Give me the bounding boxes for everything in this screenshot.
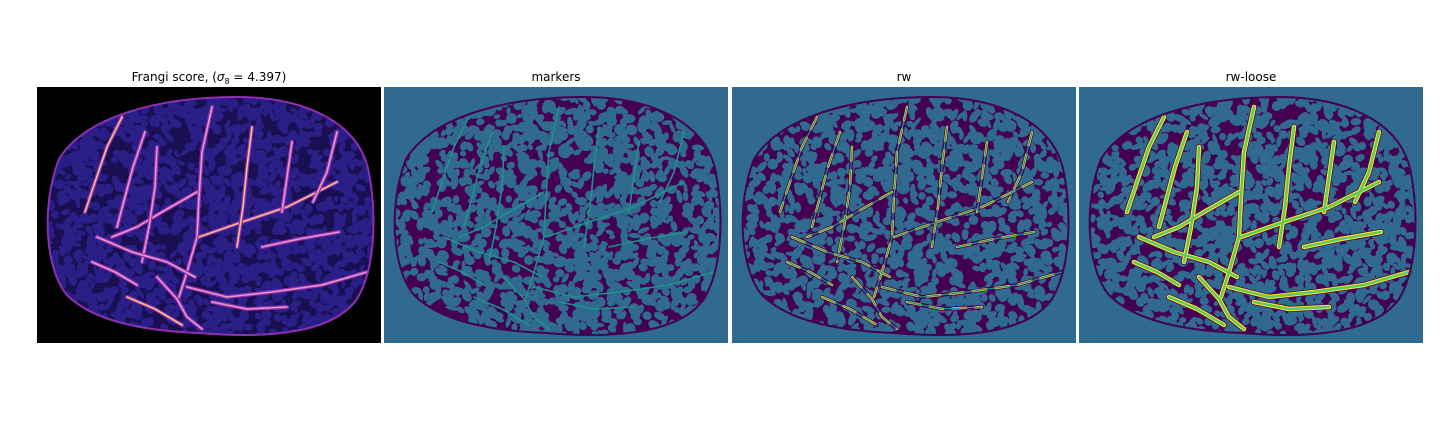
frangi-image <box>37 87 381 343</box>
rw-loose-image <box>1079 87 1423 343</box>
rw-loose-title: rw-loose <box>1225 70 1277 84</box>
rw-loose-image-svg <box>1079 87 1423 343</box>
markers-image-svg <box>384 87 728 343</box>
rw-title: rw <box>896 70 912 84</box>
markers-image <box>384 87 728 343</box>
sigma-symbol: σ <box>216 70 225 84</box>
frangi-image-svg <box>37 87 381 343</box>
frangi-title: Frangi score, (σ8 = 4.397) <box>37 70 381 86</box>
frangi-title-suffix: = 4.397) <box>229 70 287 84</box>
rw-image <box>732 87 1076 343</box>
sigma-subscript: 8 <box>224 77 230 86</box>
frangi-title-prefix: Frangi score, ( <box>131 70 217 84</box>
rw-image-svg <box>732 87 1076 343</box>
markers-title: markers <box>531 70 581 84</box>
